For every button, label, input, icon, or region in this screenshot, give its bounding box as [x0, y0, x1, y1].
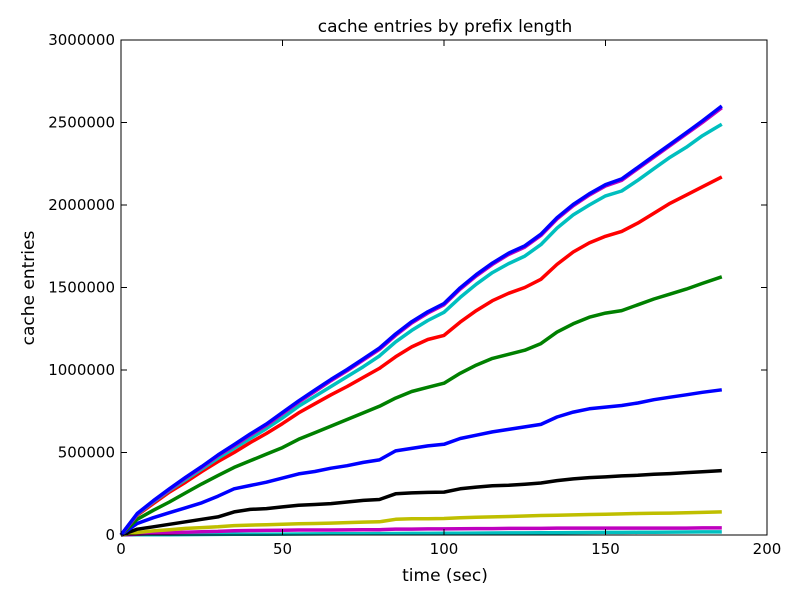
series-line-6	[119, 275, 723, 537]
x-tick-label: 150	[591, 540, 620, 558]
series-line-7	[119, 175, 723, 537]
y-tick-label: 2000000	[48, 196, 115, 214]
series-line-4	[120, 468, 722, 537]
series-layer	[119, 104, 723, 537]
plot-frame	[120, 39, 768, 536]
chart-title: cache entries by prefix length	[318, 17, 573, 37]
x-axis-label: time (sec)	[402, 566, 488, 586]
y-tick-label: 1500000	[48, 279, 115, 297]
series-line-3	[120, 510, 722, 537]
x-tick-label: 100	[430, 540, 459, 558]
series-line-2	[120, 526, 722, 537]
y-tick-label: 0	[105, 526, 115, 544]
y-tick-label: 500000	[58, 444, 115, 462]
y-tick-label: 3000000	[48, 31, 115, 49]
y-axis-label: cache entries	[19, 231, 39, 346]
x-tick-label: 50	[273, 540, 292, 558]
series-line-1	[120, 530, 722, 537]
y-tick-label: 2500000	[48, 114, 115, 132]
series-line-5	[119, 388, 723, 537]
series-line-8	[119, 122, 723, 537]
series-line-10	[119, 104, 723, 537]
x-tick-label: 0	[116, 540, 126, 558]
tick-layer: 0 50 100 150 200 0 500000 1000000 1500000 2000000…	[48, 31, 781, 558]
x-tick-label: 200	[753, 540, 782, 558]
y-tick-label: 1000000	[48, 361, 115, 379]
